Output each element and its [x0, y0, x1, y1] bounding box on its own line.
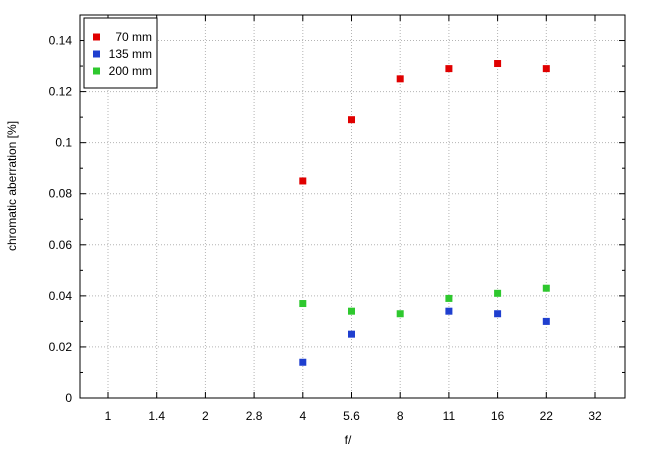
data-point: [299, 358, 307, 366]
y-tick-label: 0.08: [49, 187, 73, 201]
data-point: [396, 75, 404, 83]
x-tick-label: 2: [202, 409, 209, 423]
data-point: [494, 310, 502, 318]
y-axis-title: chromatic aberration [%]: [5, 121, 19, 251]
data-point: [445, 65, 453, 73]
plot-frame: [79, 14, 626, 399]
x-tick-label: 2.8: [246, 409, 263, 423]
y-tick-label: 0.12: [49, 85, 73, 99]
legend-label: 70 mm: [115, 30, 152, 44]
x-axis-title: f/: [345, 433, 352, 447]
x-tick-label: 8: [397, 409, 404, 423]
legend: 70 mm 135 mm 200 mm: [83, 17, 158, 89]
y-tick-label: 0.1: [55, 136, 72, 150]
legend-marker: [93, 50, 100, 58]
x-tick-label: 4: [299, 409, 306, 423]
data-point: [542, 284, 550, 292]
x-tick-label: 16: [491, 409, 505, 423]
data-point: [348, 116, 355, 124]
x-tick-label: 5.6: [343, 409, 360, 423]
data-point: [445, 294, 453, 302]
x-tick-label: 32: [588, 409, 602, 423]
legend-marker: [93, 67, 100, 75]
data-point: [445, 307, 453, 315]
data-point: [542, 317, 550, 325]
x-tick-label: 22: [540, 409, 554, 423]
data-point: [494, 60, 502, 68]
grid: [80, 15, 625, 398]
x-tick-label: 11: [443, 409, 456, 423]
data-points: [299, 60, 550, 366]
legend-label: 135 mm: [109, 47, 152, 61]
legend-label: 200 mm: [109, 64, 152, 78]
data-point: [348, 330, 355, 338]
y-tick-label: 0: [65, 391, 72, 405]
y-tick-label: 0.04: [49, 289, 73, 303]
y-tick-label: 0.06: [49, 238, 73, 252]
data-point: [494, 289, 502, 297]
data-point: [299, 177, 307, 185]
y-tick-label: 0.02: [49, 340, 73, 354]
data-point: [348, 307, 355, 315]
data-point: [299, 300, 307, 308]
data-point: [542, 65, 550, 73]
tick-labels: 0 0.02 0.04 0.06 0.08 0.1 0.12 0.14 1 1.4 2 2.8 4 5.6…: [49, 34, 602, 423]
legend-marker: [93, 33, 100, 41]
x-tick-label: 1.4: [148, 409, 165, 423]
x-tick-label: 1: [105, 409, 112, 423]
data-point: [396, 310, 404, 318]
y-tick-label: 0.14: [49, 34, 73, 48]
axis-ticks: [80, 15, 625, 399]
